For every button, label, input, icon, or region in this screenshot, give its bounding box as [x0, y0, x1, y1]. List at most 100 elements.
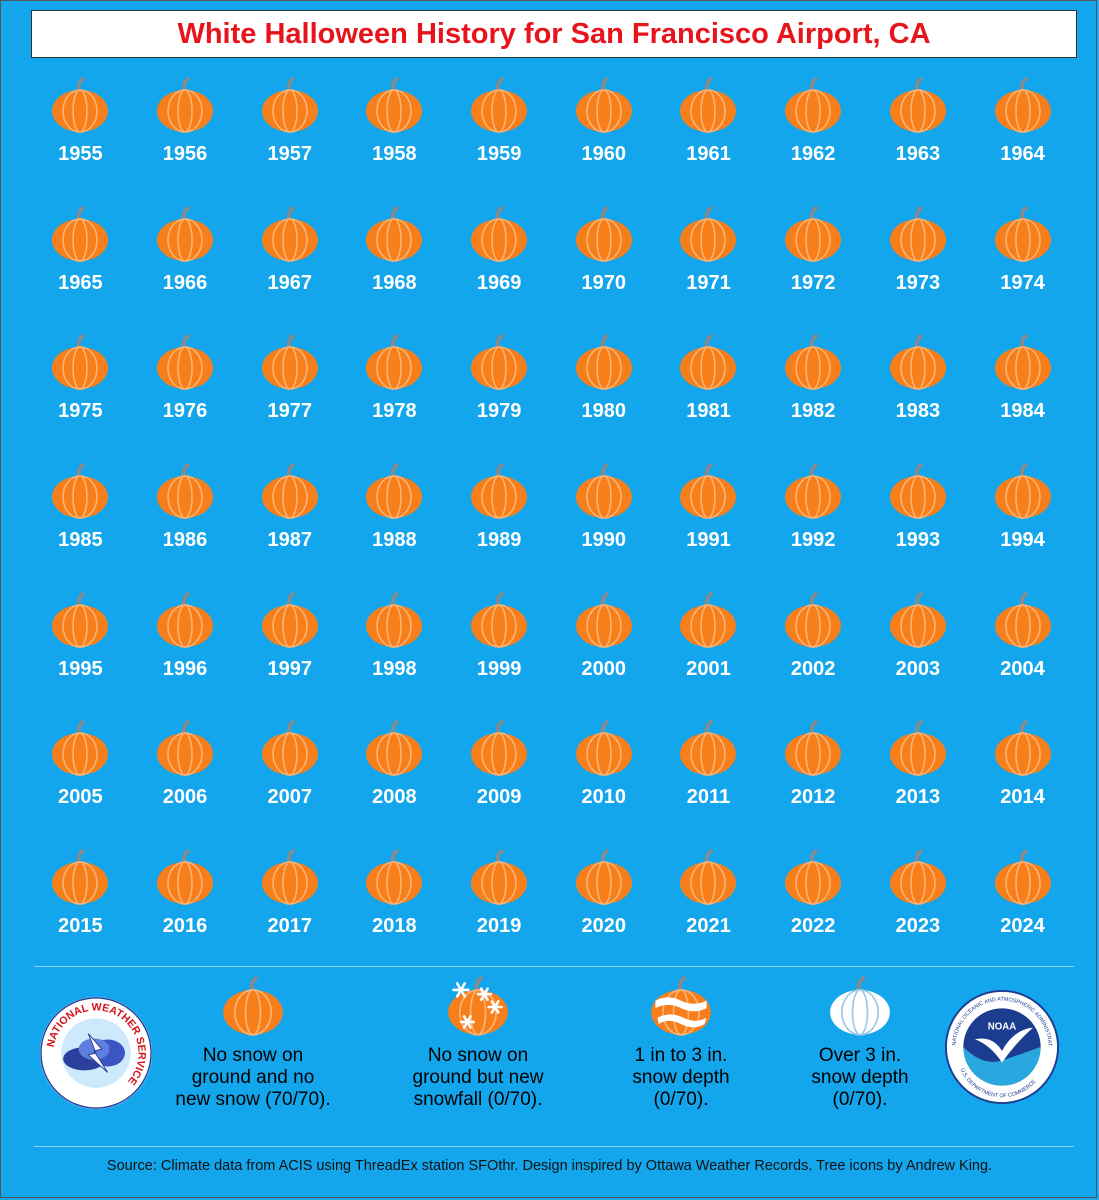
year-label: 2018: [372, 915, 417, 938]
year-label: 1968: [372, 271, 417, 294]
year-cell: 1972: [761, 201, 866, 330]
legend-label: No snow on ground but new snowfall (0/70…: [412, 1045, 544, 1110]
legend: NATIONAL WEATHER SERVICE No snow on grou…: [0, 975, 1099, 1145]
year-label: 1957: [267, 143, 312, 165]
pumpkin-icon: [260, 72, 320, 141]
year-cell: 2009: [447, 715, 552, 844]
divider-top: [34, 966, 1074, 967]
pumpkin-icon: [888, 715, 948, 784]
year-cell: 1997: [237, 587, 342, 716]
year-cell: 1970: [551, 201, 656, 330]
year-cell: 1981: [656, 329, 761, 458]
pumpkin-icon: [50, 329, 110, 398]
year-label: 1970: [581, 271, 627, 294]
year-cell: 1974: [970, 201, 1075, 330]
year-label: 1967: [267, 271, 312, 294]
year-cell: 2007: [237, 715, 342, 844]
year-cell: 1968: [342, 201, 447, 330]
year-cell: 1964: [970, 72, 1075, 201]
pumpkin-icon: [783, 329, 843, 398]
year-label: 1962: [790, 143, 836, 165]
pumpkin-icon: [469, 72, 529, 141]
year-label: 1996: [162, 657, 208, 680]
year-cell: 2003: [866, 587, 971, 716]
year-cell: 1987: [237, 458, 342, 587]
pumpkin-icon: [783, 201, 843, 270]
year-label: 2012: [790, 786, 836, 809]
year-cell: 2022: [761, 844, 866, 973]
year-cell: 2006: [133, 715, 238, 844]
pumpkin-icon: [783, 715, 843, 784]
pumpkin-icon: [469, 329, 529, 398]
pumpkin-icon: [888, 329, 948, 398]
year-cell: 2014: [970, 715, 1075, 844]
year-cell: 2012: [761, 715, 866, 844]
pumpkin-partial-snow-icon: [649, 975, 713, 1039]
year-cell: 2021: [656, 844, 761, 973]
year-cell: 1963: [866, 72, 971, 201]
year-label: 1966: [162, 271, 208, 294]
source-note: Source: Climate data from ACIS using Thr…: [106, 1158, 993, 1174]
year-label: 1961: [686, 143, 731, 165]
pumpkin-icon: [993, 329, 1053, 398]
pumpkin-icon: [678, 201, 738, 270]
year-label: 1990: [581, 529, 627, 552]
year-label: 1998: [372, 657, 417, 680]
legend-item-new-snowfall: No snow on ground but new snowfall (0/70…: [383, 975, 573, 1111]
pumpkin-icon: [50, 458, 110, 527]
pumpkin-icon: [783, 458, 843, 527]
year-cell: 2019: [447, 844, 552, 973]
year-cell: 1969: [447, 201, 552, 330]
year-cell: 2015: [28, 844, 133, 973]
pumpkin-icon: [678, 715, 738, 784]
year-label: 2009: [476, 786, 522, 809]
pumpkin-icon: [364, 201, 424, 270]
year-cell: 1967: [237, 201, 342, 330]
year-cell: 2000: [551, 587, 656, 716]
year-label: 2017: [267, 915, 312, 938]
year-cell: 1989: [447, 458, 552, 587]
year-cell: 1998: [342, 587, 447, 716]
pumpkin-icon: [260, 458, 320, 527]
year-label: 1988: [372, 529, 417, 552]
year-cell: 1993: [866, 458, 971, 587]
year-label: 1978: [372, 400, 417, 423]
year-cell: 1966: [133, 201, 238, 330]
year-cell: 1976: [133, 329, 238, 458]
pumpkin-icon: [678, 329, 738, 398]
year-cell: 1971: [656, 201, 761, 330]
pumpkin-icon: [50, 844, 110, 913]
pumpkin-icon: [783, 844, 843, 913]
year-label: 2013: [895, 786, 941, 809]
pumpkin-icon: [364, 72, 424, 141]
pumpkin-icon: [574, 715, 634, 784]
year-label: 1956: [162, 143, 208, 165]
pumpkin-icon: [574, 201, 634, 270]
year-label: 1981: [686, 400, 731, 423]
pumpkin-icon: [155, 201, 215, 270]
year-label: 1983: [895, 400, 941, 423]
nws-logo: NATIONAL WEATHER SERVICE: [39, 996, 153, 1110]
year-label: 1995: [58, 657, 103, 680]
year-label: 1997: [267, 657, 312, 680]
legend-item-over-3-in: Over 3 in. snow depth (0/70).: [765, 975, 955, 1111]
pumpkin-icon: [888, 587, 948, 656]
year-label: 2023: [895, 915, 941, 938]
year-label: 2007: [267, 786, 312, 809]
noaa-logo-text: NOAA: [988, 1022, 1016, 1033]
pumpkin-icon: [364, 715, 424, 784]
year-label: 1972: [790, 271, 836, 294]
pumpkin-icon: [574, 844, 634, 913]
year-cell: 1994: [970, 458, 1075, 587]
pumpkin-icon: [783, 72, 843, 141]
pumpkin-white-icon: [828, 975, 892, 1039]
pumpkin-icon: [50, 72, 110, 141]
year-label: 1985: [58, 529, 103, 552]
year-label: 2011: [686, 786, 731, 809]
pumpkin-icon: [50, 587, 110, 656]
year-cell: 1980: [551, 329, 656, 458]
year-cell: 2020: [551, 844, 656, 973]
year-cell: 2008: [342, 715, 447, 844]
legend-label: Over 3 in. snow depth (0/70).: [811, 1045, 909, 1110]
year-cell: 1991: [656, 458, 761, 587]
